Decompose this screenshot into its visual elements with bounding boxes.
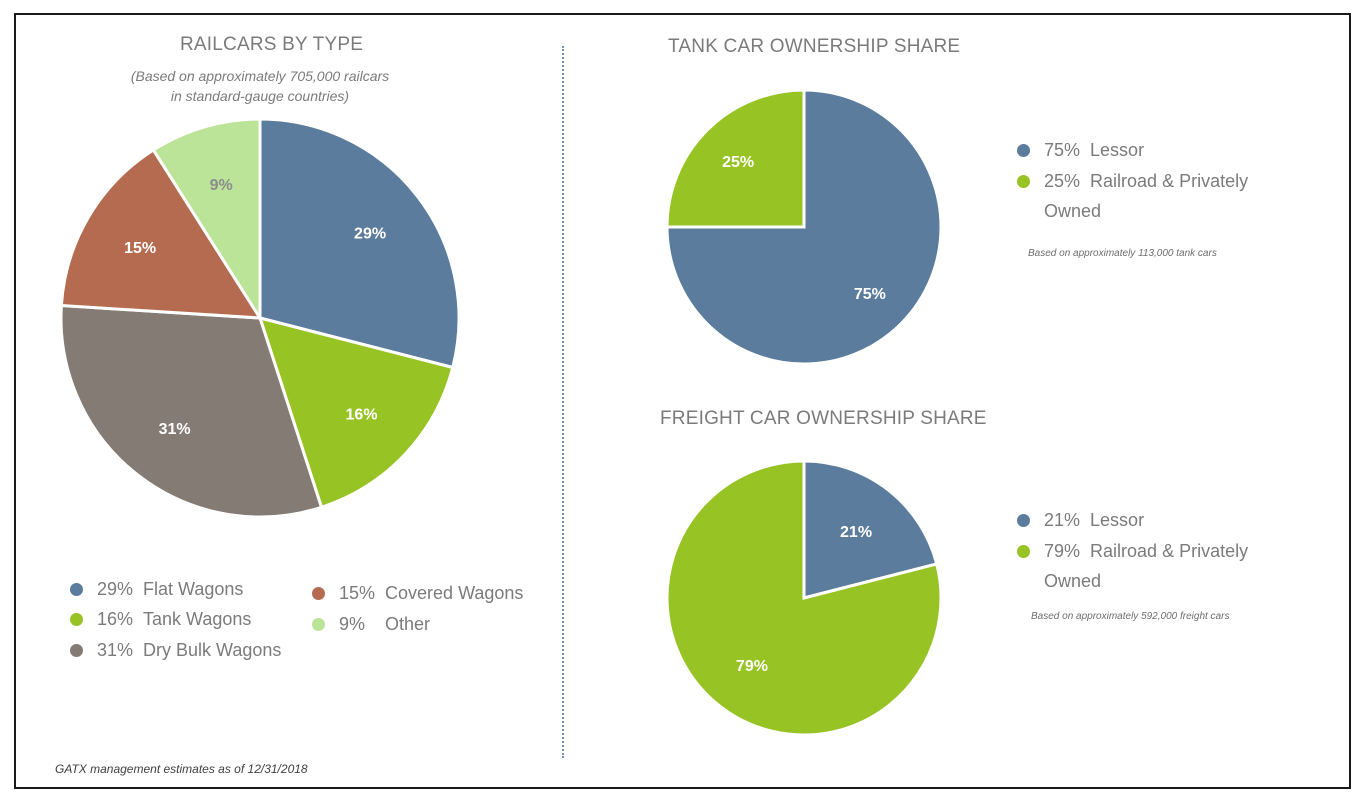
pie-group-2: 21% 79% [665,459,943,737]
legend-pct: 15% [339,583,376,603]
chart-title-freight-car-ownership: FREIGHT CAR OWNERSHIP SHARE [660,408,987,429]
pie-data-label: 9% [210,177,233,194]
pie-group-0: 29% 16% 31% 15% 9% [59,117,461,519]
legend-pct: 9% [339,614,366,634]
legend-pct: 79% [1044,541,1081,561]
pie-data-label: 75% [854,286,886,303]
pie-data-label: 29% [354,226,386,243]
pie-slice-lessor [665,88,943,366]
legend-item-covered-wagons: 15% Covered Wagons [312,582,523,604]
chart-title-tank-car-ownership: TANK CAR OWNERSHIP SHARE [668,36,961,57]
legend-label: Dry Bulk Wagons [143,640,282,660]
legend-label: Lessor [1090,510,1145,530]
legend-pct: 29% [97,579,134,599]
chart-subtitle-railcars: (Based on approximately 705,000 railcars… [60,66,460,106]
note-tank-cars: Based on approximately 113,000 tank cars [1028,248,1217,259]
legend-swatch [1017,545,1030,558]
footnote: GATX management estimates as of 12/31/20… [55,762,308,776]
chart-frame [14,13,1351,789]
legend-item-railroad-privately-owned: 25% Railroad & Privately Owned [1017,170,1248,222]
pie-data-label: 15% [124,240,156,257]
pie-group-1: 25% 75% [665,88,943,366]
legend-swatch [1017,175,1030,188]
pie-slice-other [151,117,262,324]
legend-label: Tank Wagons [143,609,252,629]
pie-data-label: 21% [840,524,872,541]
subtitle-line-2: in standard-gauge countries) [170,88,350,104]
legend-label: Covered Wagons [385,583,524,603]
legend-swatch [1017,144,1030,157]
pie-data-label: 16% [346,406,378,423]
legend-pct: 25% [1044,171,1081,191]
legend-item-lessor: 75% Lessor [1017,139,1144,161]
pie-slice-dry-bulk-wagons [59,303,324,519]
legend-label-continued: Owned [1044,571,1102,591]
pie-slice-tank-wagons [257,315,455,510]
legend-pct: 16% [97,609,134,629]
legend-item-railroad-privately-owned: 79% Railroad & Privately Owned [1017,540,1248,592]
legend-pct: 31% [97,640,134,660]
pie-data-label: 31% [159,421,191,438]
legend-item-other: 9% Other [312,613,430,635]
legend-item-flat-wagons: 29% Flat Wagons [70,578,243,600]
legend-swatch [70,644,83,657]
legend-pct: 21% [1044,510,1081,530]
pie-slice-railroad-privately-owned [665,459,943,737]
legend-pct: 75% [1044,140,1081,160]
legend-label: Lessor [1090,140,1145,160]
pie-slice-flat-wagons [258,117,461,370]
legend-item-lessor: 21% Lessor [1017,509,1144,531]
pie-slice-lessor [802,459,939,600]
legend-item-dry-bulk-wagons: 31% Dry Bulk Wagons [70,639,281,661]
pie-data-label: 79% [736,658,768,675]
legend-swatch [70,613,83,626]
panel-divider [562,46,564,758]
legend-swatch [1017,514,1030,527]
chart-title-railcars-by-type: RAILCARS BY TYPE [180,34,364,55]
pie-slice-covered-wagons [59,147,263,320]
legend-swatch [70,583,83,596]
legend-label-continued: Owned [1044,201,1102,221]
legend-label: Flat Wagons [143,579,244,599]
legend-label: Railroad & Privately [1090,541,1249,561]
legend-label: Railroad & Privately [1090,171,1249,191]
legend-swatch [312,587,325,600]
subtitle-line-1: (Based on approximately 705,000 railcars [130,68,390,84]
note-freight-cars: Based on approximately 592,000 freight c… [1031,611,1230,622]
legend-label: Other [385,614,431,634]
pie-data-label: 25% [722,154,754,171]
pie-slice-railroad-privately-owned [665,88,806,229]
legend-item-tank-wagons: 16% Tank Wagons [70,608,251,630]
legend-swatch [312,618,325,631]
